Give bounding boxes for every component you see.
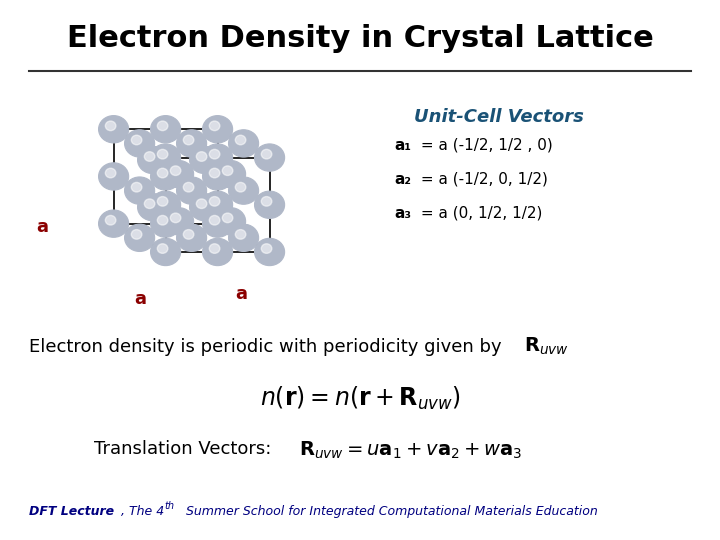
Circle shape	[125, 224, 155, 252]
Circle shape	[189, 146, 220, 173]
Text: a₁: a₁	[395, 138, 412, 153]
Circle shape	[150, 116, 181, 143]
Circle shape	[197, 199, 207, 208]
Text: $\mathbf{R}_{uvw} = u\mathbf{a}_1 + v\mathbf{a}_2 + w\mathbf{a}_3$: $\mathbf{R}_{uvw} = u\mathbf{a}_1 + v\ma…	[299, 440, 522, 461]
Circle shape	[184, 230, 194, 239]
Circle shape	[138, 193, 168, 221]
Circle shape	[150, 191, 181, 218]
Circle shape	[235, 183, 246, 192]
Circle shape	[171, 166, 181, 176]
Circle shape	[176, 224, 207, 252]
Text: = a (0, 1/2, 1/2): = a (0, 1/2, 1/2)	[416, 206, 543, 221]
Circle shape	[210, 244, 220, 253]
Circle shape	[144, 199, 155, 208]
Circle shape	[228, 224, 258, 252]
Text: $\mathbf{R}_{uvw}$: $\mathbf{R}_{uvw}$	[524, 336, 570, 357]
Circle shape	[255, 144, 284, 171]
Circle shape	[171, 213, 181, 222]
Circle shape	[158, 121, 168, 131]
Circle shape	[150, 144, 181, 171]
Circle shape	[261, 150, 272, 159]
Circle shape	[150, 210, 181, 237]
Circle shape	[99, 210, 129, 237]
Circle shape	[99, 116, 129, 143]
Circle shape	[184, 135, 194, 145]
Circle shape	[105, 215, 116, 225]
Circle shape	[210, 121, 220, 131]
Circle shape	[222, 166, 233, 176]
Circle shape	[202, 163, 233, 190]
Text: a₃: a₃	[395, 206, 412, 221]
Circle shape	[163, 160, 194, 188]
Text: a: a	[135, 290, 146, 308]
Circle shape	[235, 135, 246, 145]
Circle shape	[99, 163, 129, 190]
Circle shape	[210, 215, 220, 225]
Circle shape	[235, 230, 246, 239]
Text: a: a	[235, 285, 247, 302]
Circle shape	[202, 191, 233, 218]
Text: Translation Vectors:: Translation Vectors:	[94, 440, 282, 458]
Circle shape	[215, 207, 246, 235]
Circle shape	[131, 230, 142, 239]
Text: = a (-1/2, 0, 1/2): = a (-1/2, 0, 1/2)	[416, 172, 548, 187]
Circle shape	[131, 183, 142, 192]
Circle shape	[150, 163, 181, 190]
Circle shape	[184, 183, 194, 192]
Circle shape	[228, 130, 258, 157]
Text: Electron Density in Crystal Lattice: Electron Density in Crystal Lattice	[67, 24, 653, 53]
Circle shape	[158, 215, 168, 225]
Circle shape	[202, 144, 233, 171]
Circle shape	[176, 177, 207, 204]
Text: Electron density is periodic with periodicity given by: Electron density is periodic with period…	[29, 338, 507, 355]
Circle shape	[202, 238, 233, 266]
Circle shape	[210, 150, 220, 159]
Circle shape	[176, 130, 207, 157]
Circle shape	[158, 168, 168, 178]
Text: a₂: a₂	[395, 172, 412, 187]
Circle shape	[210, 197, 220, 206]
Circle shape	[261, 244, 272, 253]
Text: Summer School for Integrated Computational Materials Education: Summer School for Integrated Computation…	[182, 505, 598, 518]
Circle shape	[144, 152, 155, 161]
Circle shape	[215, 160, 246, 188]
Circle shape	[255, 191, 284, 218]
Text: a: a	[36, 218, 48, 236]
Circle shape	[158, 197, 168, 206]
Circle shape	[210, 168, 220, 178]
Circle shape	[202, 116, 233, 143]
Circle shape	[228, 177, 258, 204]
Circle shape	[222, 213, 233, 222]
Circle shape	[138, 146, 168, 173]
Circle shape	[150, 238, 181, 266]
Text: Unit-Cell Vectors: Unit-Cell Vectors	[414, 108, 584, 126]
Circle shape	[131, 135, 142, 145]
Circle shape	[261, 197, 272, 206]
Circle shape	[125, 130, 155, 157]
Circle shape	[158, 244, 168, 253]
Circle shape	[197, 152, 207, 161]
Circle shape	[158, 150, 168, 159]
Circle shape	[105, 168, 116, 178]
Text: $n(\mathbf{r}) = n(\mathbf{r} + \mathbf{R}_{uvw})$: $n(\mathbf{r}) = n(\mathbf{r} + \mathbf{…	[259, 384, 461, 411]
Circle shape	[255, 238, 284, 266]
Circle shape	[163, 207, 194, 235]
Text: = a (-1/2, 1/2 , 0): = a (-1/2, 1/2 , 0)	[416, 138, 553, 153]
Text: , The 4: , The 4	[121, 505, 164, 518]
Text: th: th	[164, 501, 174, 511]
Circle shape	[105, 121, 116, 131]
Circle shape	[202, 210, 233, 237]
Circle shape	[189, 193, 220, 221]
Circle shape	[125, 177, 155, 204]
Text: DFT Lecture: DFT Lecture	[29, 505, 114, 518]
